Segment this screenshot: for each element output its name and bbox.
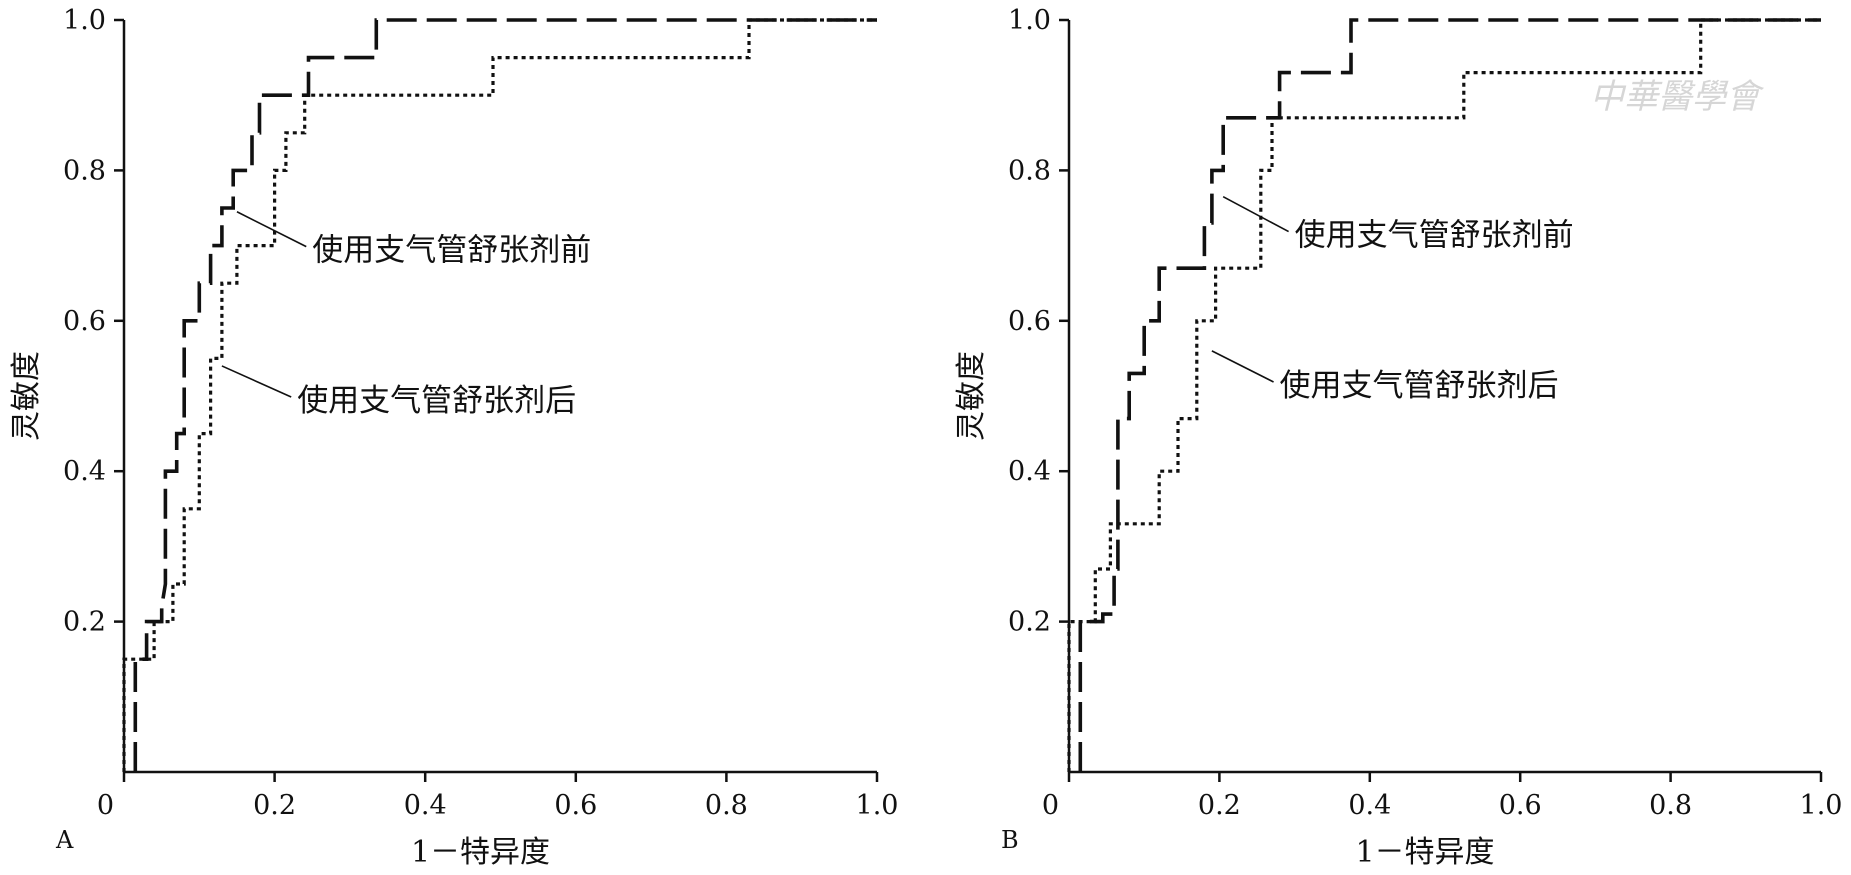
y-tick-label: 0.6 xyxy=(1008,306,1051,337)
annotation-leader-line xyxy=(1222,196,1289,233)
y-tick-label: 0.6 xyxy=(63,306,106,337)
chart-panel-b: 0 0.2 0.4 0.6 0.8 1.0 0.2 0.4 0.6 0.8 1.0 1－特异度 灵敏度 B… xyxy=(954,5,1842,870)
x-tick-label: 0.4 xyxy=(404,790,447,821)
y-tick-label: 0.4 xyxy=(63,456,106,487)
y-tick-label: 0.8 xyxy=(1008,155,1051,186)
x-tick-label: 0.4 xyxy=(1348,790,1391,821)
y-tick-label: 0.2 xyxy=(1008,607,1051,638)
chart-panel-a: 0 0.2 0.4 0.6 0.8 1.0 0.2 0.4 0.6 0.8 1.0 1－特异度 灵敏度 A… xyxy=(9,5,898,870)
panel-letter: A xyxy=(55,826,74,854)
annotation-label: 使用支气管舒张剂前 xyxy=(1295,218,1574,254)
annotation-label: 使用支气管舒张剂后 xyxy=(297,383,576,419)
x-tick-label: 0.8 xyxy=(705,790,748,821)
x-tick-label: 0.6 xyxy=(554,790,597,821)
y-axis-title: 灵敏度 xyxy=(9,351,44,441)
x-axis-title: 1－特异度 xyxy=(1355,835,1494,870)
y-tick-label: 1.0 xyxy=(1008,5,1051,36)
x-tick-label: 0.8 xyxy=(1649,790,1692,821)
x-tick-label: 0.2 xyxy=(253,790,296,821)
y-axis-title: 灵敏度 xyxy=(954,351,989,441)
x-tick-label: 1.0 xyxy=(1800,790,1843,821)
annotation-label: 使用支气管舒张剂后 xyxy=(1280,368,1559,404)
annotation-leader-line xyxy=(236,211,307,248)
roc-curve-series-2 xyxy=(122,18,877,772)
x-tick-label: 0.6 xyxy=(1499,790,1542,821)
x-axis-title: 1－特异度 xyxy=(411,835,550,870)
annotation-leader-line xyxy=(221,365,292,398)
y-tick-label: 0.4 xyxy=(1008,456,1051,487)
watermark-text: 中華醫學會 xyxy=(1590,77,1765,117)
y-tick-label: 0.8 xyxy=(63,155,106,186)
x-tick-label: 1.0 xyxy=(856,790,899,821)
annotation-leader-line xyxy=(1211,350,1274,383)
x-tick-label: 0.2 xyxy=(1198,790,1241,821)
panel-letter: B xyxy=(1001,826,1019,854)
x-tick-label: 0 xyxy=(1042,790,1059,821)
y-tick-label: 1.0 xyxy=(63,5,106,36)
y-tick-label: 0.2 xyxy=(63,607,106,638)
annotation-label: 使用支气管舒张剂前 xyxy=(312,233,591,269)
x-tick-label: 0 xyxy=(97,790,114,821)
roc-curve-series-2 xyxy=(1067,18,1821,772)
roc-curve-series-1 xyxy=(133,18,877,772)
